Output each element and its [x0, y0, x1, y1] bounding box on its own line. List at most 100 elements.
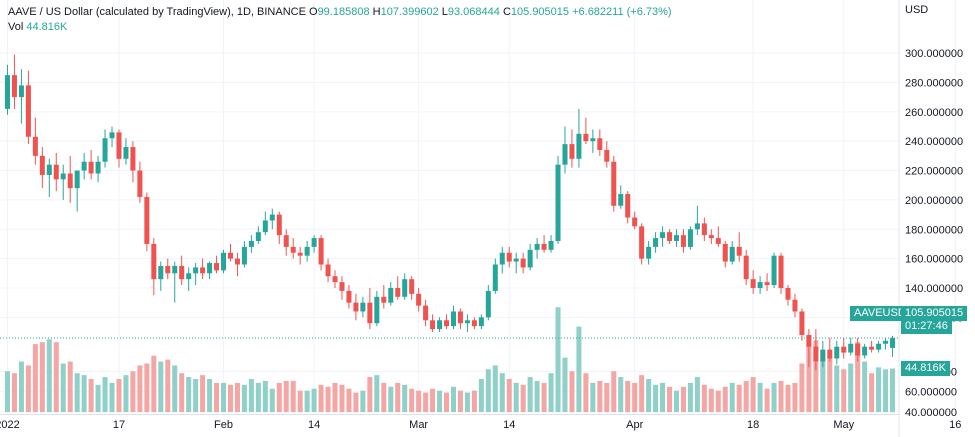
candle-body — [179, 265, 185, 280]
time-axis[interactable]: 2022 17 Feb 14 Mar 14 Apr 18 May 16 — [0, 419, 961, 431]
candle-body — [792, 299, 798, 312]
legend-close-value: 105.905015 — [510, 6, 570, 18]
candle-body — [890, 338, 896, 348]
candle-body — [653, 238, 659, 247]
volume-bar — [618, 377, 624, 412]
candle-body — [221, 252, 227, 271]
candle-body — [248, 241, 254, 247]
legend-low-value: 93.068444 — [447, 6, 500, 18]
volume-bar — [332, 382, 338, 412]
volume-bar — [221, 382, 227, 412]
volume-bar — [541, 382, 547, 412]
candle-body — [660, 232, 666, 239]
candle-body — [597, 138, 603, 150]
candle-body — [708, 235, 714, 239]
candle-body — [778, 255, 784, 288]
volume-bar — [248, 379, 254, 412]
volume-bar — [576, 326, 582, 412]
candle-body — [632, 217, 638, 227]
candle-body — [785, 287, 791, 300]
legend-open-label: O — [309, 6, 318, 18]
candle-body — [95, 161, 101, 174]
volume-bar — [764, 388, 770, 412]
candle-body — [255, 232, 261, 242]
candle-body — [88, 161, 94, 174]
price-tick-label: 60.000000 — [905, 387, 957, 399]
candle-body — [123, 147, 129, 159]
candle-body — [673, 235, 679, 242]
volume-bar — [381, 382, 387, 412]
volume-bar — [562, 357, 568, 412]
time-tick-label: Mar — [409, 419, 428, 431]
volume-bar — [464, 392, 470, 412]
price-tick-label: 140.000000 — [905, 283, 963, 295]
volume-bar — [701, 384, 707, 412]
candle-body — [130, 147, 136, 171]
time-tick-label: Feb — [214, 419, 233, 431]
volume-bar — [548, 373, 554, 412]
legend-low-label: L — [441, 6, 448, 18]
volume-bar — [506, 379, 512, 412]
volume-bar — [722, 386, 728, 412]
volume-bar — [569, 371, 575, 412]
volume-bar — [158, 361, 164, 412]
candle-body — [158, 265, 164, 280]
volume-bar — [60, 363, 66, 412]
candle-body — [46, 164, 52, 175]
volume-bar — [46, 339, 52, 412]
candle-body — [241, 246, 247, 265]
candle-body — [520, 258, 526, 268]
volume-bar — [534, 380, 540, 412]
volume-bar — [660, 382, 666, 412]
volume-bar — [792, 382, 798, 412]
candle-body — [618, 194, 624, 206]
volume-bar — [304, 390, 310, 412]
legend-high-label: H — [372, 6, 381, 18]
volume-bar — [437, 390, 443, 412]
volume-value: 44.816K — [26, 21, 68, 33]
volume-bar — [367, 377, 373, 412]
volume-bar — [25, 365, 31, 412]
candle-body — [827, 349, 833, 359]
candle-body — [869, 346, 875, 350]
volume-bar — [457, 390, 463, 412]
volume-bar — [729, 382, 735, 412]
volume-bar — [172, 365, 178, 412]
candle-body — [416, 293, 422, 306]
volume-bar — [374, 375, 380, 412]
volume-bar — [680, 386, 686, 412]
candle-body — [227, 252, 233, 259]
candle-body — [102, 138, 108, 162]
candle-body — [513, 258, 519, 262]
candle-body — [806, 334, 812, 347]
volume-bar — [311, 388, 317, 412]
volume-bar — [841, 369, 847, 412]
volume-bar — [499, 373, 505, 412]
volume-bar — [346, 388, 352, 412]
volume-bar — [423, 392, 429, 412]
candle-body — [715, 238, 721, 244]
volume-bar — [848, 363, 854, 412]
price-tick-label: 300.000000 — [905, 48, 963, 60]
candle-body — [611, 161, 617, 206]
volume-bar — [116, 379, 122, 412]
volume-bar — [827, 357, 833, 412]
volume-bar — [297, 390, 303, 412]
candle-body — [339, 282, 345, 291]
volume-bar — [778, 380, 784, 412]
candle-body — [165, 265, 171, 274]
time-tick-label: May — [833, 419, 854, 431]
candle-body — [534, 243, 540, 250]
volume-bar — [862, 361, 868, 412]
volume-bar — [646, 379, 652, 412]
volume-bar — [32, 344, 38, 412]
volume-bar — [667, 386, 673, 412]
volume-bar — [820, 353, 826, 412]
candle-body — [604, 149, 610, 162]
volume-bar — [53, 342, 59, 412]
volume-bar — [339, 384, 345, 412]
candle-body — [290, 246, 296, 253]
candle-body — [109, 132, 115, 139]
candle-body — [471, 320, 477, 327]
